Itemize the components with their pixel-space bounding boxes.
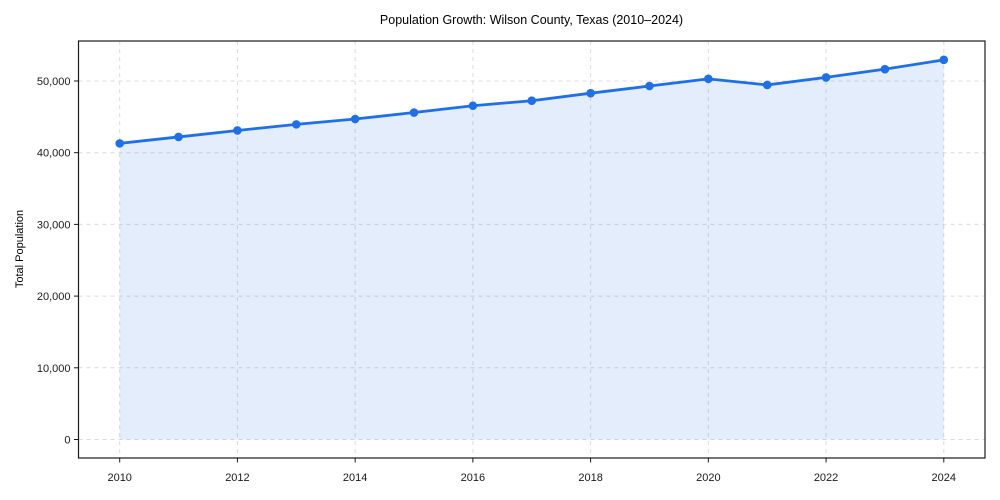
data-point-2023 [880, 64, 890, 74]
data-point-2016 [468, 101, 478, 111]
area-fill [119, 59, 944, 440]
data-point-2020 [704, 74, 713, 84]
x-tick-label: 2014 [343, 472, 367, 484]
data-point-2017 [527, 96, 537, 106]
data-point-2024 [939, 55, 949, 65]
y-tick-label: 20,000 [37, 291, 71, 303]
y-tick-label: 40,000 [37, 148, 71, 160]
data-point-2019 [645, 81, 654, 91]
x-tick-label: 2012 [225, 472, 249, 484]
x-tick-label: 2010 [107, 472, 131, 484]
y-tick-label: 30,000 [37, 219, 71, 231]
x-tick-label: 2024 [932, 472, 956, 484]
chart-title: Population Growth: Wilson County, Texas … [379, 13, 684, 27]
data-point-2012 [233, 126, 242, 135]
y-tick-label: 0 [64, 435, 70, 447]
data-point-2014 [350, 114, 360, 124]
y-tick-label: 10,000 [37, 363, 71, 375]
data-point-2018 [586, 88, 595, 98]
y-tick-label: 50,000 [37, 76, 71, 88]
data-point-2021 [762, 80, 772, 90]
data-point-2022 [821, 73, 831, 82]
x-tick-label: 2020 [696, 472, 720, 484]
data-point-2013 [291, 120, 301, 129]
x-tick-label: 2022 [814, 472, 838, 484]
x-tick-label: 2018 [578, 472, 602, 484]
data-point-2011 [174, 132, 183, 142]
x-tick-label: 2016 [461, 472, 485, 484]
data-point-2010 [115, 139, 125, 148]
plot-border [77, 40, 986, 459]
data-point-2015 [409, 108, 419, 117]
